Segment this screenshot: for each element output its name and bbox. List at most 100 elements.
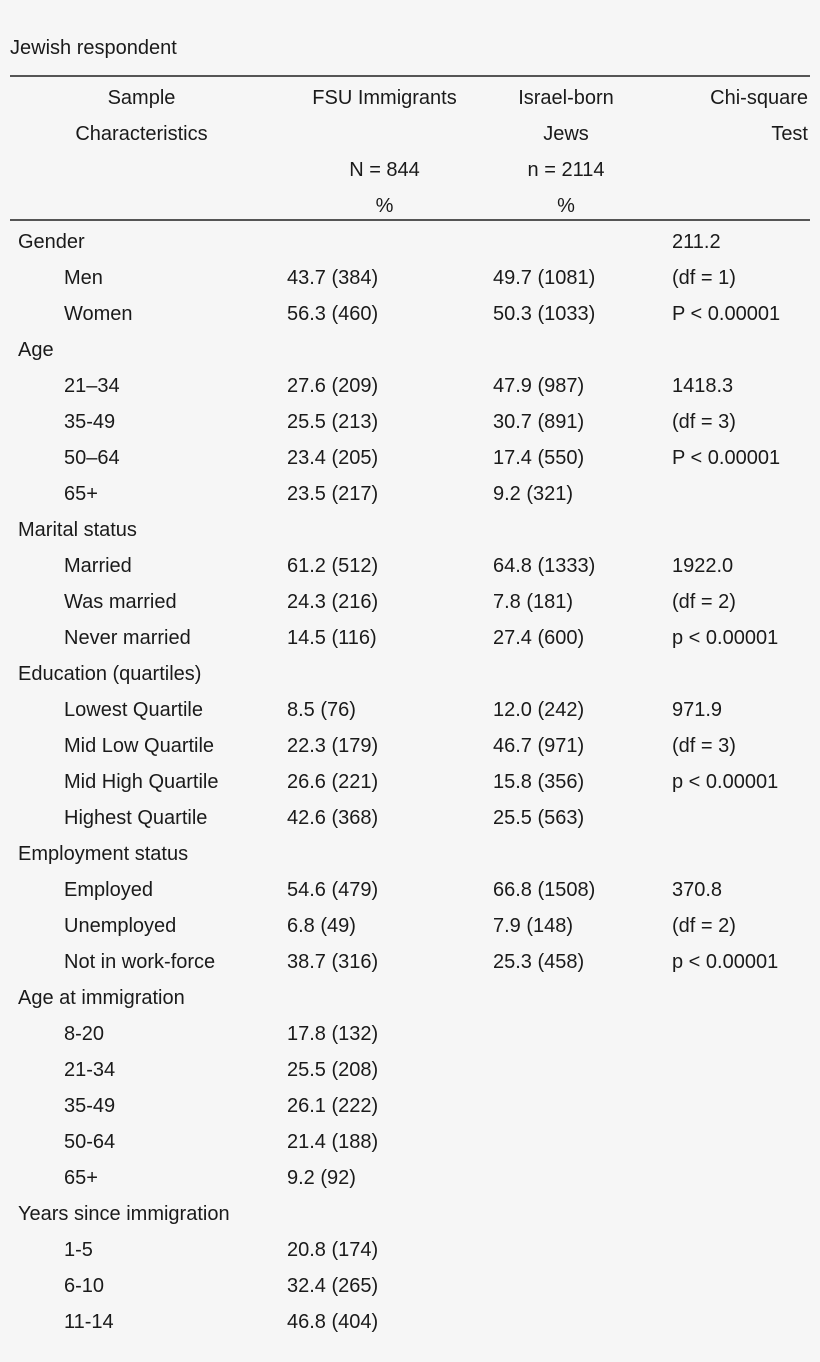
chi-square-value: 1418.3 bbox=[672, 375, 734, 397]
row-label: Men bbox=[64, 267, 103, 289]
chi-square-value bbox=[672, 332, 820, 368]
israel-value bbox=[493, 1160, 672, 1196]
row-label: Years since immigration bbox=[18, 1203, 230, 1225]
row-label: Highest Quartile bbox=[64, 807, 208, 829]
group-row: Gender 211.2 bbox=[0, 224, 820, 260]
fsu-value: 43.7 (384) bbox=[287, 267, 379, 289]
fsu-value: 9.2 (92) bbox=[287, 1167, 356, 1189]
israel-value bbox=[493, 836, 672, 872]
table-row: 50-64 21.4 (188) bbox=[0, 1124, 820, 1160]
chi-square-value bbox=[672, 512, 820, 548]
fsu-value: 24.3 (216) bbox=[287, 591, 379, 613]
israel-value: 7.8 (181) bbox=[493, 591, 574, 613]
group-row: Age bbox=[0, 332, 820, 368]
israel-value: 49.7 (1081) bbox=[493, 267, 596, 289]
fsu-value: 26.1 (222) bbox=[287, 1095, 379, 1117]
chi-square-value bbox=[672, 800, 820, 836]
fsu-value: 26.6 (221) bbox=[287, 771, 379, 793]
row-label: Unemployed bbox=[64, 915, 177, 937]
fsu-value bbox=[287, 836, 493, 872]
chi-square-value bbox=[672, 1088, 820, 1124]
header-cell-characteristics bbox=[0, 158, 283, 194]
chi-square-value: P < 0.00001 bbox=[672, 303, 781, 325]
chi-square-value bbox=[672, 1160, 820, 1196]
fsu-value: 56.3 (460) bbox=[287, 303, 379, 325]
header-cell-fsu bbox=[283, 122, 486, 158]
fsu-value bbox=[287, 980, 493, 1016]
israel-value: 17.4 (550) bbox=[493, 447, 585, 469]
row-label: 35-49 bbox=[64, 411, 116, 433]
group-row: Marital status bbox=[0, 512, 820, 548]
table-row: 35-49 25.5 (213) 30.7 (891) (df = 3) bbox=[0, 404, 820, 440]
israel-value: 27.4 (600) bbox=[493, 627, 585, 649]
fsu-value: 42.6 (368) bbox=[287, 807, 379, 829]
header-cell-fsu: FSU Immigrants bbox=[312, 87, 457, 109]
fsu-value: 8.5 (76) bbox=[287, 699, 356, 721]
row-label: Mid High Quartile bbox=[64, 771, 219, 793]
israel-value bbox=[493, 1196, 672, 1232]
header-row: % % bbox=[0, 194, 820, 230]
table-row: Married 61.2 (512) 64.8 (1333) 1922.0 bbox=[0, 548, 820, 584]
chi-square-value: p < 0.00001 bbox=[672, 627, 779, 649]
group-row: Age at immigration bbox=[0, 980, 820, 1016]
chi-square-value bbox=[672, 656, 820, 692]
header-row: N = 844 n = 2114 bbox=[0, 158, 820, 194]
row-label: Marital status bbox=[18, 519, 137, 541]
header-cell-characteristics: Sample bbox=[107, 87, 176, 109]
fsu-value: 27.6 (209) bbox=[287, 375, 379, 397]
table-row: 21-34 25.5 (208) bbox=[0, 1052, 820, 1088]
group-row: Education (quartiles) bbox=[0, 656, 820, 692]
row-label: Married bbox=[64, 555, 132, 577]
row-label: Education (quartiles) bbox=[18, 663, 202, 685]
fsu-value: 25.5 (213) bbox=[287, 411, 379, 433]
header-row: Characteristics Jews Test bbox=[0, 122, 820, 158]
table-row: 6-10 32.4 (265) bbox=[0, 1268, 820, 1304]
table-row: Highest Quartile 42.6 (368) 25.5 (563) bbox=[0, 800, 820, 836]
row-label: 21-34 bbox=[64, 1059, 116, 1081]
israel-value: 25.3 (458) bbox=[493, 951, 585, 973]
israel-value bbox=[493, 980, 672, 1016]
table-row: Mid High Quartile 26.6 (221) 15.8 (356) p <… bbox=[0, 764, 820, 800]
fsu-value: 23.5 (217) bbox=[287, 483, 379, 505]
israel-value: 50.3 (1033) bbox=[493, 303, 596, 325]
chi-square-value bbox=[672, 1124, 820, 1160]
row-label: Employment status bbox=[18, 843, 189, 865]
chi-square-value bbox=[672, 1232, 820, 1268]
chi-square-value bbox=[672, 1196, 820, 1232]
fsu-value: 17.8 (132) bbox=[287, 1023, 379, 1045]
israel-value bbox=[493, 1052, 672, 1088]
chi-square-value: P < 0.00001 bbox=[672, 447, 781, 469]
fsu-value: 20.8 (174) bbox=[287, 1239, 379, 1261]
table-row: 65+ 23.5 (217) 9.2 (321) bbox=[0, 476, 820, 512]
israel-value bbox=[493, 1088, 672, 1124]
row-label: Age at immigration bbox=[18, 987, 185, 1009]
israel-value bbox=[493, 1124, 672, 1160]
chi-square-value bbox=[672, 836, 820, 872]
row-label: Age bbox=[18, 339, 54, 361]
chi-square-value: (df = 2) bbox=[672, 915, 736, 937]
israel-value bbox=[493, 1016, 672, 1052]
table-row: Men 43.7 (384) 49.7 (1081) (df = 1) bbox=[0, 260, 820, 296]
table-row: Employed 54.6 (479) 66.8 (1508) 370.8 bbox=[0, 872, 820, 908]
table-header: Sample FSU Immigrants Israel-born Chi-sq… bbox=[0, 86, 820, 230]
israel-value: 15.8 (356) bbox=[493, 771, 585, 793]
fsu-value bbox=[287, 332, 493, 368]
table-row: Was married 24.3 (216) 7.8 (181) (df = 2) bbox=[0, 584, 820, 620]
chi-square-value: 370.8 bbox=[672, 879, 723, 901]
table-row: 21–34 27.6 (209) 47.9 (987) 1418.3 bbox=[0, 368, 820, 404]
fsu-value bbox=[287, 224, 493, 260]
table-row: Never married 14.5 (116) 27.4 (600) p < 0.0… bbox=[0, 620, 820, 656]
table-body: Gender 211.2 Men 43.7 (384) 49.7 (1081) (df =… bbox=[0, 224, 820, 1340]
chi-square-value bbox=[672, 1304, 820, 1340]
fsu-value: 61.2 (512) bbox=[287, 555, 379, 577]
header-cell-chi: Chi-square bbox=[710, 87, 808, 109]
header-row: Sample FSU Immigrants Israel-born Chi-sq… bbox=[0, 86, 820, 122]
table-row: 50–64 23.4 (205) 17.4 (550) P < 0.00001 bbox=[0, 440, 820, 476]
row-label: 6-10 bbox=[64, 1275, 105, 1297]
fsu-value: 54.6 (479) bbox=[287, 879, 379, 901]
table-row: Lowest Quartile 8.5 (76) 12.0 (242) 971.9 bbox=[0, 692, 820, 728]
header-cell-fsu: % bbox=[375, 195, 394, 217]
fsu-value bbox=[287, 1196, 493, 1232]
header-cell-fsu: N = 844 bbox=[349, 159, 420, 181]
table-row: 11-14 46.8 (404) bbox=[0, 1304, 820, 1340]
